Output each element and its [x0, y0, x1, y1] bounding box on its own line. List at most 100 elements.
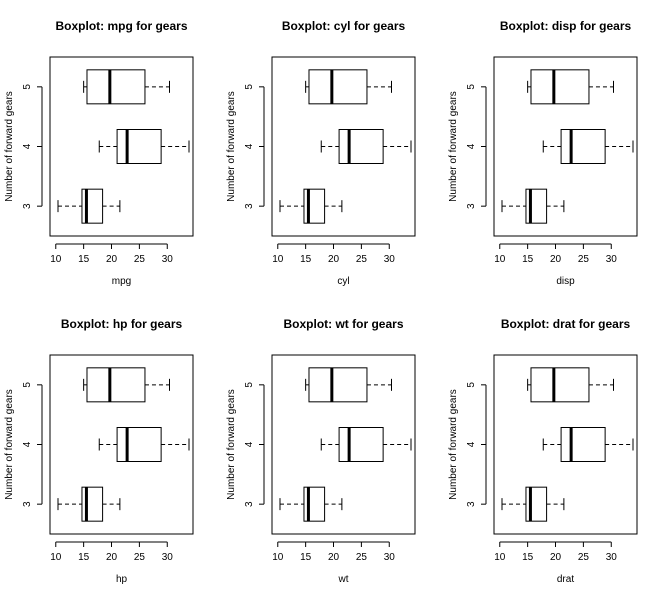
box-gear-5 [306, 368, 392, 402]
box-gear-4 [321, 428, 411, 462]
y-tick-label: 3 [22, 203, 33, 209]
x-tick-label: 10 [494, 254, 506, 265]
chart-title: Boxplot: wt for gears [283, 317, 403, 331]
x-tick-label: 30 [606, 254, 618, 265]
y-tick-label: 4 [466, 441, 477, 447]
x-tick-label: 20 [550, 254, 562, 265]
chart-title: Boxplot: hp for gears [61, 317, 183, 331]
x-axis-label: mpg [112, 276, 131, 287]
box-gear-3 [502, 189, 564, 223]
box-gear-5 [306, 70, 392, 104]
x-tick-label: 30 [162, 254, 174, 265]
y-tick-label: 3 [22, 501, 33, 507]
iqr-box [339, 130, 383, 164]
x-tick-label: 10 [50, 254, 62, 265]
x-tick-label: 15 [300, 254, 312, 265]
chart-title: Boxplot: drat for gears [501, 317, 631, 331]
iqr-box [531, 368, 589, 402]
y-tick-label: 4 [244, 441, 255, 447]
iqr-box [531, 70, 589, 104]
box-gear-4 [543, 428, 633, 462]
x-tick-label: 30 [384, 254, 396, 265]
box-gear-3 [280, 487, 342, 521]
x-tick-label: 25 [134, 552, 146, 563]
iqr-box [87, 368, 145, 402]
y-tick-label: 5 [22, 382, 33, 388]
x-tick-label: 25 [578, 552, 590, 563]
boxplot-panel: Boxplot: hp for gears 10 15 20 25 30 hp 3 4 5 Numb… [4, 317, 193, 585]
box-gear-5 [84, 368, 170, 402]
y-tick-label: 5 [466, 84, 477, 90]
iqr-box [309, 368, 367, 402]
box-gear-4 [543, 130, 633, 164]
box-gear-5 [84, 70, 170, 104]
y-axis-label: Number of forward gears [4, 91, 15, 202]
x-axis-label: hp [116, 574, 128, 585]
box-gear-5 [528, 70, 614, 104]
box-gear-3 [58, 487, 120, 521]
y-axis-label: Number of forward gears [226, 91, 237, 202]
x-tick-label: 25 [134, 254, 146, 265]
y-tick-label: 5 [466, 382, 477, 388]
chart-title: Boxplot: cyl for gears [282, 19, 406, 33]
iqr-box [87, 70, 145, 104]
x-axis-label: cyl [337, 276, 349, 287]
y-tick-label: 4 [244, 143, 255, 149]
x-tick-label: 15 [78, 552, 90, 563]
x-tick-label: 10 [50, 552, 62, 563]
y-tick-label: 4 [22, 441, 33, 447]
x-tick-label: 15 [300, 552, 312, 563]
boxplot-panel: Boxplot: disp for gears 10 15 20 25 30 disp 3 4 5… [448, 19, 637, 287]
iqr-box [561, 130, 605, 164]
x-tick-label: 25 [578, 254, 590, 265]
x-tick-label: 15 [78, 254, 90, 265]
y-tick-label: 5 [244, 84, 255, 90]
x-tick-label: 20 [106, 552, 118, 563]
box-gear-3 [280, 189, 342, 223]
x-tick-label: 30 [606, 552, 618, 563]
x-tick-label: 30 [162, 552, 174, 563]
x-tick-label: 30 [384, 552, 396, 563]
y-tick-label: 3 [466, 203, 477, 209]
y-axis-label: Number of forward gears [226, 389, 237, 500]
iqr-box [309, 70, 367, 104]
x-tick-label: 25 [356, 552, 368, 563]
iqr-box [339, 428, 383, 462]
box-gear-4 [99, 428, 189, 462]
x-tick-label: 20 [328, 552, 340, 563]
chart-title: Boxplot: mpg for gears [55, 19, 187, 33]
x-tick-label: 10 [272, 552, 284, 563]
x-tick-label: 10 [494, 552, 506, 563]
y-axis-label: Number of forward gears [4, 389, 15, 500]
box-gear-3 [502, 487, 564, 521]
box-gear-4 [321, 130, 411, 164]
y-tick-label: 3 [244, 501, 255, 507]
iqr-box [117, 130, 161, 164]
boxplot-panel: Boxplot: drat for gears 10 15 20 25 30 drat 3 4 5… [448, 317, 637, 585]
y-tick-label: 3 [466, 501, 477, 507]
x-tick-label: 25 [356, 254, 368, 265]
x-tick-label: 15 [522, 254, 534, 265]
y-tick-label: 4 [466, 143, 477, 149]
box-gear-3 [58, 189, 120, 223]
x-tick-label: 15 [522, 552, 534, 563]
boxplot-panel: Boxplot: wt for gears 10 15 20 25 30 wt 3 4 5 Numb… [226, 317, 415, 585]
y-axis-label: Number of forward gears [448, 389, 459, 500]
y-tick-label: 3 [244, 203, 255, 209]
chart-title: Boxplot: disp for gears [500, 19, 632, 33]
x-axis-label: wt [338, 574, 349, 585]
x-axis-label: drat [557, 574, 574, 585]
y-tick-label: 5 [22, 84, 33, 90]
y-tick-label: 5 [244, 382, 255, 388]
x-tick-label: 10 [272, 254, 284, 265]
x-tick-label: 20 [106, 254, 118, 265]
iqr-box [117, 428, 161, 462]
box-gear-4 [99, 130, 189, 164]
y-axis-label: Number of forward gears [448, 91, 459, 202]
x-tick-label: 20 [328, 254, 340, 265]
box-gear-5 [528, 368, 614, 402]
x-tick-label: 20 [550, 552, 562, 563]
x-axis-label: disp [556, 276, 575, 287]
boxplot-panel: Boxplot: cyl for gears 10 15 20 25 30 cyl 3 4 5 Nu… [226, 19, 415, 287]
